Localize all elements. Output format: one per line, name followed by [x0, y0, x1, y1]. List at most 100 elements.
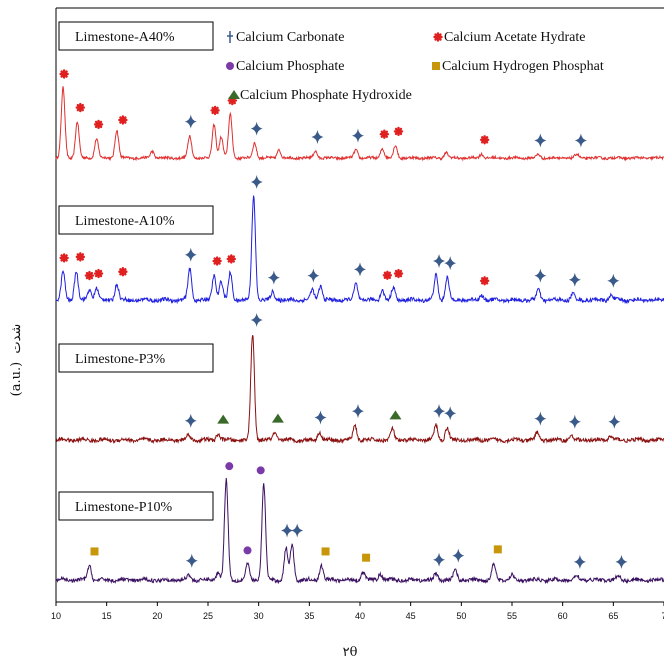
cc-peak-marker — [351, 404, 364, 419]
sample-label: Limestone-A40% — [75, 30, 175, 45]
cc-peak-marker — [250, 313, 263, 327]
cc-peak-marker — [314, 410, 327, 425]
legend-square-icon — [432, 62, 440, 70]
cc-peak-marker — [534, 268, 547, 283]
cah-peak-marker — [118, 115, 128, 125]
x-tick-label: 7 — [661, 611, 664, 621]
cc-peak-marker — [184, 247, 197, 262]
legend-star-icon — [227, 31, 233, 43]
x-tick-label: 35 — [304, 611, 314, 621]
y-axis-unit: (a.u.) — [9, 362, 24, 397]
chp-peak-marker — [493, 545, 502, 554]
cc-peak-marker — [291, 523, 304, 538]
cc-peak-marker — [534, 133, 547, 148]
cc-peak-marker — [433, 404, 446, 419]
legend-label: Calcium Acetate Hydrate — [444, 30, 586, 45]
cp-peak-marker — [225, 462, 234, 471]
cph-peak-marker — [389, 410, 402, 420]
cc-peak-marker — [281, 523, 294, 538]
chp-peak-marker — [90, 547, 99, 556]
cah-peak-marker — [210, 105, 220, 116]
x-tick-label: 40 — [355, 611, 365, 621]
cc-peak-marker — [568, 272, 581, 287]
cc-peak-marker — [444, 406, 457, 421]
x-tick-label: 60 — [558, 611, 568, 621]
sample-label: Limestone-A10% — [75, 214, 175, 229]
traces — [55, 86, 664, 585]
cah-peak-marker — [226, 254, 237, 264]
cah-peak-marker — [59, 69, 69, 79]
cah-peak-marker — [393, 126, 404, 137]
series-trace — [55, 477, 664, 585]
sample-label: Limestone-P10% — [75, 500, 173, 515]
chp-peak-marker — [321, 547, 330, 556]
sample-label-box — [58, 491, 214, 521]
cc-peak-marker — [433, 254, 446, 269]
legend-label: Calcium Phosphate — [236, 59, 345, 74]
cc-peak-marker — [351, 128, 364, 143]
x-tick-label: 30 — [254, 611, 264, 621]
cc-peak-marker — [250, 121, 263, 136]
x-tick-label: 45 — [406, 611, 416, 621]
cc-peak-marker — [184, 114, 197, 129]
cc-peak-marker — [452, 548, 465, 563]
legend-label: Calcium Hydrogen Phosphat — [442, 59, 604, 74]
cah-peak-marker — [118, 267, 128, 277]
phase-markers — [59, 69, 628, 569]
cc-peak-marker — [444, 256, 457, 271]
sample-labels: Limestone-A40% Limestone-A10% Limestone-P3… — [58, 21, 214, 521]
cc-peak-marker — [311, 130, 324, 144]
x-tick-label: 55 — [507, 611, 517, 621]
svg-text:(a.u.) شدت: (a.u.) شدت — [9, 324, 24, 397]
legend-label: Calcium Phosphate Hydroxide — [240, 88, 412, 103]
cc-peak-marker — [433, 552, 446, 567]
cc-peak-marker — [185, 553, 198, 568]
cah-peak-marker — [59, 253, 69, 263]
x-tick-label: 65 — [608, 611, 618, 621]
cah-peak-marker — [379, 129, 390, 139]
cah-peak-marker — [393, 268, 404, 279]
cc-peak-marker — [354, 262, 366, 277]
y-axis-word: شدت — [9, 324, 24, 354]
x-tick-label: 20 — [152, 611, 162, 621]
cc-peak-marker — [534, 411, 547, 426]
cah-peak-marker — [75, 102, 86, 113]
cph-peak-marker — [271, 413, 284, 423]
sample-label-box — [58, 343, 214, 373]
cc-peak-marker — [573, 554, 586, 569]
cah-peak-marker — [93, 268, 104, 279]
sample-label: Limestone-P3% — [75, 352, 166, 367]
series-trace — [55, 335, 664, 445]
legend-label: Calcium Carbonate — [236, 30, 344, 45]
cah-peak-marker — [382, 270, 393, 281]
series-trace — [55, 86, 664, 162]
cp-peak-marker — [256, 466, 265, 475]
cc-peak-marker — [607, 273, 620, 288]
x-tick-label: 50 — [456, 611, 466, 621]
x-tick-label: 25 — [203, 611, 213, 621]
cah-peak-marker — [479, 276, 490, 286]
x-axis-title: ۲θ — [343, 645, 358, 660]
cc-peak-marker — [307, 268, 320, 283]
chp-peak-marker — [362, 553, 371, 562]
cah-peak-marker — [93, 119, 104, 130]
cah-peak-marker — [75, 252, 86, 262]
y-axis-title: (a.u.) شدت — [9, 324, 24, 397]
cah-peak-marker — [479, 135, 490, 145]
cc-peak-marker — [568, 414, 581, 429]
x-tick-label: 10 — [51, 611, 61, 621]
legend-asterisk-icon — [433, 32, 443, 42]
cph-peak-marker — [217, 414, 230, 424]
legend-triangle-icon — [228, 90, 240, 99]
cc-peak-marker — [615, 554, 628, 569]
cc-peak-marker — [267, 270, 280, 285]
cc-peak-marker — [574, 133, 587, 148]
cah-peak-marker — [212, 256, 222, 266]
cp-peak-marker — [243, 546, 252, 555]
legend: Calcium Carbonate Calcium Acetate Hydrate… — [226, 30, 604, 103]
cc-peak-marker — [608, 414, 621, 429]
cah-peak-marker — [84, 270, 95, 281]
sample-label-box — [58, 21, 214, 51]
cc-peak-marker — [250, 175, 263, 189]
